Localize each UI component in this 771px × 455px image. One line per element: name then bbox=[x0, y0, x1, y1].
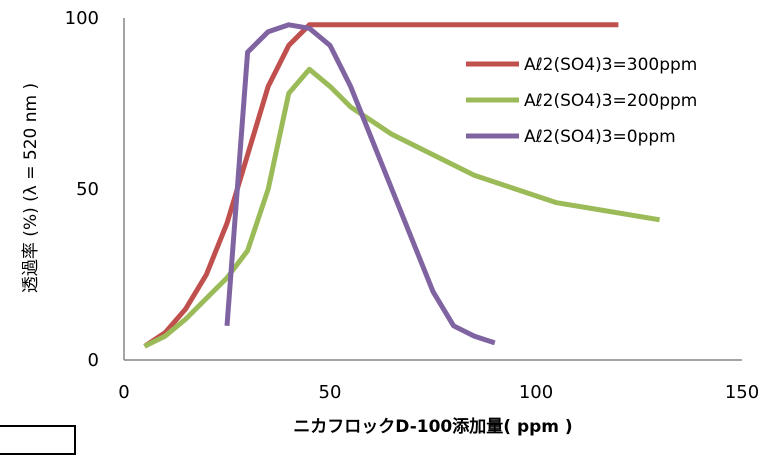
x-tick-label: 0 bbox=[118, 382, 129, 403]
y-tick-label: 100 bbox=[65, 8, 99, 29]
chart-axes bbox=[123, 18, 742, 361]
y-tick-label: 50 bbox=[76, 179, 99, 200]
x-tick-label: 50 bbox=[319, 382, 342, 403]
y-tick-label: 0 bbox=[88, 350, 99, 371]
x-tick-label: 100 bbox=[519, 382, 553, 403]
x-axis-title: ニカフロックD-100添加量( ppm ) bbox=[293, 416, 572, 437]
x-tick-label: 150 bbox=[725, 382, 759, 403]
series-layer bbox=[143, 22, 661, 349]
legend-label-1: Aℓ2(SO4)3=300ppm bbox=[524, 55, 697, 75]
legend-label-3: Aℓ2(SO4)3=0ppm bbox=[524, 127, 676, 147]
y-axis-title: 透過率 (%) (λ = 520 nm ) bbox=[21, 83, 41, 293]
series-line-2 bbox=[143, 66, 661, 349]
legend-label-2: Aℓ2(SO4)3=200ppm bbox=[524, 91, 697, 111]
corner-frame-box bbox=[0, 425, 76, 455]
series-line-1 bbox=[143, 22, 619, 349]
chart-legend: Aℓ2(SO4)3=300ppm Aℓ2(SO4)3=200ppm Aℓ2(SO4)… bbox=[466, 55, 697, 147]
series-line-3 bbox=[224, 22, 496, 346]
axis-ticks: 0 50 100 0 50 100 150 bbox=[65, 8, 760, 403]
